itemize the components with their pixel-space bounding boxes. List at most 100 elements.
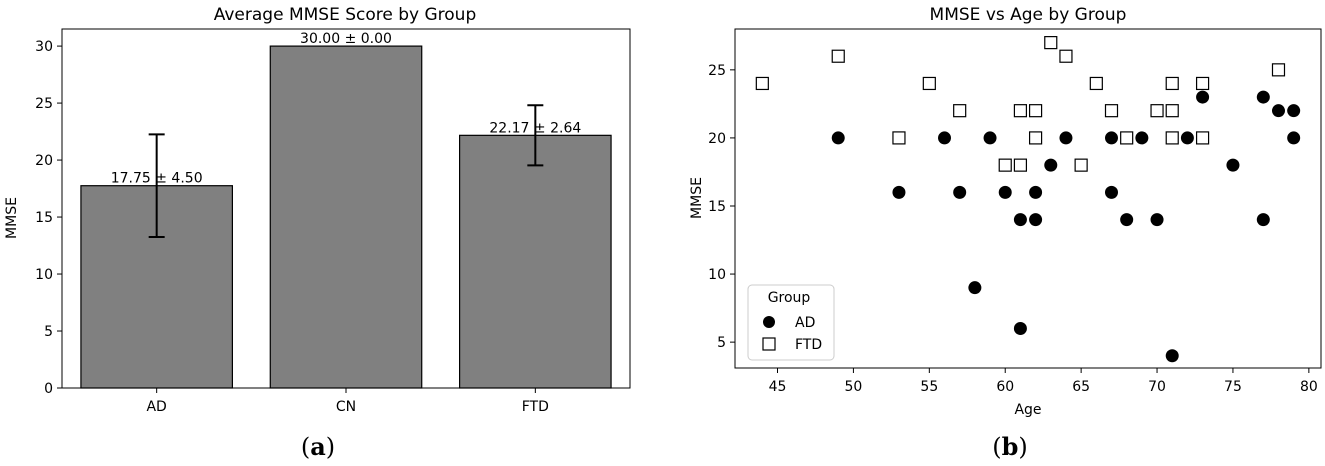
- panel-b-letter: b: [1002, 432, 1019, 461]
- point-ad: [1150, 213, 1164, 227]
- point-ad: [1165, 349, 1179, 363]
- y-tick-label-10: 10: [35, 267, 53, 283]
- panel-a-caption: (a): [301, 432, 335, 461]
- point-ftd: [1074, 158, 1088, 172]
- scatter-chart-y-ticks: 5 10 15 20 25: [708, 63, 735, 351]
- bar-chart-y-ticks: 0 5 10 15 20 25 30: [35, 39, 62, 397]
- scatter-points: [755, 36, 1301, 363]
- point-ftd: [1195, 76, 1210, 91]
- bar-value-label-ftd: 22.17 ± 2.64: [489, 120, 581, 136]
- bar-value-label-cn: 30.00 ± 0.00: [300, 31, 392, 47]
- scatter-chart-plot-frame: [734, 28, 1322, 369]
- point-ftd: [1120, 131, 1134, 145]
- point-ad: [1104, 131, 1118, 145]
- y-tick-label-0: 0: [44, 381, 53, 397]
- point-ftd: [1165, 76, 1179, 91]
- point-ad: [1196, 90, 1210, 104]
- x-tick-label-80: 80: [1300, 379, 1318, 395]
- point-ftd: [953, 104, 967, 118]
- scatter-chart-x-axis-label: Age: [1014, 402, 1041, 418]
- y-tick-label-10: 10: [708, 267, 726, 283]
- point-ftd: [1059, 49, 1073, 63]
- point-ad: [1271, 104, 1285, 118]
- x-tick-label-55: 55: [920, 379, 938, 395]
- bar-cn: [269, 45, 423, 389]
- x-tick-label-50: 50: [845, 379, 863, 395]
- bar-value-label-ad: 17.75 ± 4.50: [111, 171, 203, 187]
- point-ftd: [892, 131, 906, 145]
- panel-a-letter: a: [310, 432, 326, 461]
- bar-chart-panel: Average MMSE Score by Group MMSE 17.75 ±…: [4, 5, 631, 461]
- point-ftd: [1044, 36, 1058, 50]
- point-ftd: [1028, 104, 1043, 118]
- bar-chart-title: Average MMSE Score by Group: [214, 5, 477, 25]
- bar-chart-plot-frame: [61, 28, 631, 389]
- point-ad: [983, 131, 997, 145]
- point-ad: [831, 131, 845, 145]
- bar-value-labels: 17.75 ± 4.50 30.00 ± 0.00 22.17 ± 2.64: [111, 31, 582, 187]
- point-ftd: [922, 76, 936, 91]
- x-tick-label-75: 75: [1224, 379, 1242, 395]
- y-tick-label-15: 15: [708, 199, 726, 215]
- bar-chart-y-axis-label: MMSE: [4, 197, 20, 239]
- point-ad: [1226, 158, 1240, 172]
- y-tick-label-20: 20: [35, 153, 53, 169]
- point-ad: [1059, 131, 1073, 145]
- x-tick-label-ad: AD: [146, 399, 166, 415]
- bar-series: [80, 45, 612, 389]
- scatter-chart-x-ticks: 45 50 55 60 65 70 75 80: [769, 368, 1318, 395]
- y-tick-label-25: 25: [708, 63, 726, 79]
- point-ad: [938, 131, 952, 145]
- y-tick-label-20: 20: [708, 131, 726, 147]
- y-tick-label-15: 15: [35, 210, 53, 226]
- bar-ftd: [459, 134, 612, 389]
- panel-b-caption: (b): [992, 432, 1028, 461]
- x-tick-label-45: 45: [769, 379, 787, 395]
- point-ftd: [1150, 104, 1164, 118]
- point-ad: [1029, 185, 1043, 199]
- point-ftd: [1013, 158, 1028, 172]
- point-ftd: [1165, 104, 1179, 118]
- point-ad: [1013, 322, 1027, 336]
- point-ftd: [755, 76, 769, 91]
- error-bars: [148, 104, 544, 238]
- scatter-chart-title: MMSE vs Age by Group: [930, 5, 1127, 25]
- point-ftd: [831, 49, 845, 63]
- point-ftd: [1104, 104, 1119, 118]
- point-ad: [1135, 131, 1149, 145]
- point-ftd: [1165, 131, 1179, 145]
- legend-ftd-label: FTD: [795, 337, 822, 353]
- x-tick-label-65: 65: [1072, 379, 1090, 395]
- point-ad: [998, 185, 1012, 199]
- scatter-legend: Group AD FTD: [747, 284, 835, 361]
- bar-chart-x-ticks: AD CN FTD: [146, 388, 549, 415]
- point-ftd: [1013, 104, 1028, 118]
- legend-ad-marker: [763, 316, 775, 328]
- point-ad: [1256, 90, 1270, 104]
- point-ad: [968, 281, 982, 295]
- point-ad: [1044, 158, 1058, 172]
- point-ftd: [1089, 76, 1103, 91]
- x-tick-label-ftd: FTD: [522, 399, 549, 415]
- legend-ad-label: AD: [795, 315, 815, 331]
- point-ad: [1104, 185, 1118, 199]
- legend-ftd-marker: [762, 337, 776, 351]
- scatter-chart-panel: MMSE vs Age by Group MMSE Age 510152025 …: [689, 5, 1322, 461]
- point-ad: [1120, 213, 1134, 227]
- point-ftd: [1271, 63, 1286, 77]
- point-ad: [953, 185, 967, 199]
- point-ftd: [1195, 131, 1210, 145]
- point-ad: [1256, 213, 1270, 227]
- point-ftd: [1028, 131, 1043, 145]
- x-tick-label-70: 70: [1148, 379, 1166, 395]
- point-ad: [1013, 213, 1027, 227]
- y-tick-label-5: 5: [44, 324, 53, 340]
- y-tick-label-5: 5: [717, 335, 726, 351]
- point-ad: [1287, 131, 1301, 145]
- scatter-chart-y-axis-label: MMSE: [689, 177, 705, 219]
- x-tick-label-60: 60: [996, 379, 1014, 395]
- point-ad: [892, 185, 906, 199]
- x-tick-label-cn: CN: [336, 399, 356, 415]
- point-ad: [1287, 104, 1301, 118]
